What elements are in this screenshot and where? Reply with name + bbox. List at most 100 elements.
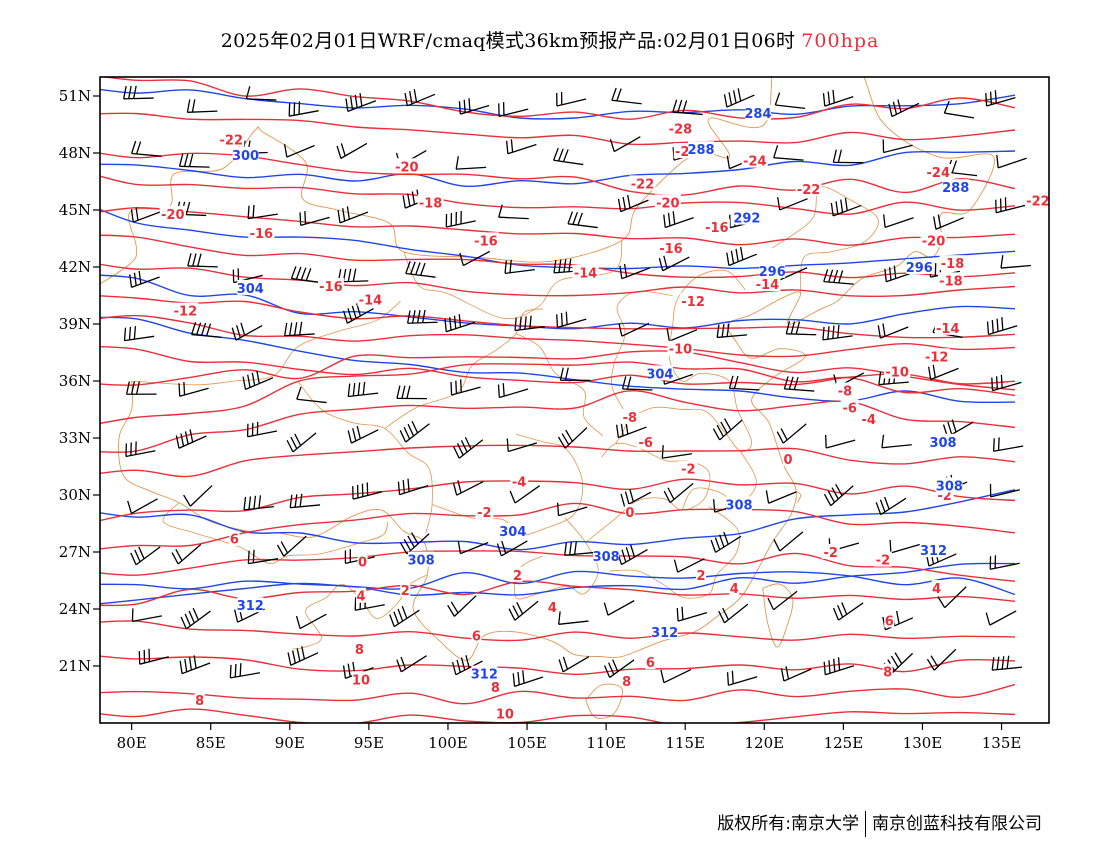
wind-barb: [927, 364, 959, 381]
wind-barb: [621, 376, 653, 391]
temperature-isoline: [100, 175, 1016, 215]
wind-barb: [336, 142, 368, 159]
temperature-label: -12: [681, 295, 705, 310]
wind-barb: [785, 321, 817, 336]
temperature-label: 2: [697, 569, 706, 584]
label-knockout: [400, 582, 411, 597]
lon-tick-label: 90E: [275, 734, 305, 752]
wind-barb: [509, 485, 541, 504]
wind-barb: [295, 613, 327, 630]
wind-barb: [718, 603, 749, 624]
label-knockout: [471, 627, 482, 643]
temperature-label: 8: [883, 666, 892, 681]
temperature-label: -12: [925, 350, 949, 365]
wind-barb: [445, 210, 476, 228]
wind-barb: [875, 496, 907, 516]
temperature-label: -2: [824, 546, 838, 561]
temperature-label: -12: [174, 305, 198, 320]
wind-barb: [723, 88, 755, 108]
wind-barb: [406, 309, 438, 324]
wind-barb: [943, 100, 975, 119]
height-label: 292: [733, 212, 760, 227]
temperature-label: -18: [941, 257, 965, 272]
wind-barb: [603, 659, 635, 678]
temperature-label: -2: [876, 554, 890, 569]
wind-barb: [567, 211, 598, 229]
label-knockout: [688, 141, 715, 157]
height-label: 304: [646, 367, 673, 382]
wind-barb: [889, 539, 920, 554]
temperature-label: 0: [358, 556, 367, 571]
wind-barb: [676, 606, 708, 622]
wind-barb: [661, 445, 693, 459]
wind-barb: [559, 367, 591, 382]
temperature-isoline: [100, 346, 1016, 386]
wind-barb: [458, 98, 490, 115]
height-label: 304: [237, 282, 264, 297]
label-knockout: [884, 612, 895, 628]
latitude-axis: 21N 24N 27N 30N 33N 36N 39N 42N 45N 48N 51N: [59, 87, 100, 675]
label-knockout: [942, 179, 969, 195]
label-knockout: [906, 259, 933, 274]
wind-barb: [179, 655, 211, 675]
wind-barb: [497, 383, 529, 399]
province-boundary: [162, 502, 389, 564]
wind-barb: [178, 153, 210, 168]
label-knockout: [624, 504, 635, 520]
wind-barb: [926, 648, 957, 671]
wind-barb: [450, 379, 481, 396]
label-knockout: [657, 240, 684, 255]
wind-barb: [247, 549, 279, 565]
wind-barb: [247, 204, 278, 220]
label-knockout: [547, 599, 558, 615]
label-knockout: [408, 551, 435, 567]
height-label: 296: [759, 265, 786, 280]
wind-barb: [130, 207, 162, 223]
wind-barb: [505, 139, 537, 155]
wind-barb: [985, 610, 1017, 626]
temperature-label: -20: [656, 196, 680, 211]
label-knockout: [357, 291, 384, 307]
wind-barb: [345, 93, 377, 112]
temperature-isoline: [100, 350, 1016, 391]
label-knockout: [495, 705, 514, 721]
temperature-isoline: [100, 502, 1016, 550]
label-knockout: [821, 544, 840, 559]
temperature-label: -16: [705, 221, 729, 236]
copyright-footer: 版权所有:南京大学 南京创蓝科技有限公司: [717, 809, 1042, 837]
wind-barb: [399, 420, 430, 443]
wind-barb: [396, 655, 427, 673]
wind-barb: [666, 328, 698, 342]
wind-barb: [171, 543, 202, 565]
wind-barb: [558, 656, 590, 673]
wind-barb: [512, 670, 544, 688]
height-label: 284: [744, 107, 771, 122]
label-knockout: [357, 553, 368, 569]
copyright-owner: 版权所有:南京大学: [717, 814, 859, 834]
wind-barb: [289, 493, 321, 509]
lat-tick-label: 24N: [59, 600, 91, 618]
temperature-label: -22: [797, 183, 821, 198]
wind-barb: [243, 495, 274, 511]
temperature-isoline: [100, 234, 1016, 279]
height-label: 296: [906, 261, 933, 276]
lat-tick-label: 39N: [59, 315, 91, 333]
wind-barb: [564, 541, 595, 556]
temperature-isoline: [100, 112, 1016, 146]
temperature-label: 6: [885, 614, 894, 629]
wind-barb: [989, 483, 1021, 498]
wind-barb: [246, 421, 278, 438]
wind-barb: [823, 483, 854, 507]
wind-barb: [506, 438, 538, 453]
temperature-label: 8: [491, 681, 500, 696]
temperature-isoline: [100, 295, 1016, 339]
temperature-label: 4: [932, 582, 941, 597]
wind-barb: [617, 544, 648, 566]
temperature-isoline: [100, 550, 1016, 582]
temperature-contour-labels: -28-26-24-24-22-22 -22-22-20-20-20-20-18-…: [159, 120, 1049, 723]
temperature-label: -2: [477, 506, 491, 521]
wind-barb: [617, 194, 649, 213]
wind-barb: [822, 324, 853, 341]
